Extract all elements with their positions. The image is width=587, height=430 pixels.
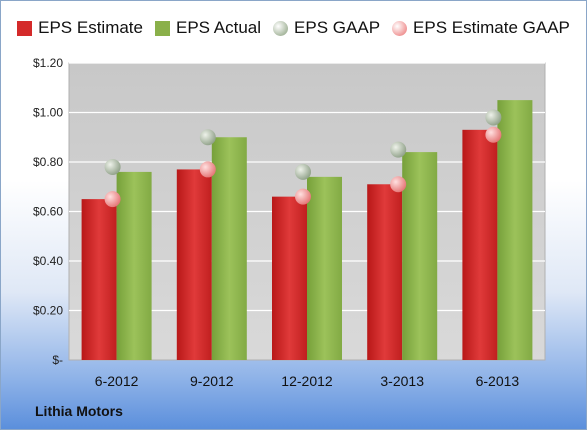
marker-eps-estimate-gaap — [485, 126, 502, 143]
bar-eps-estimate — [367, 184, 403, 360]
legend-swatch — [154, 20, 170, 36]
marker-eps-estimate-gaap — [390, 176, 407, 193]
y-tick-label: $0.60 — [33, 205, 63, 219]
y-tick-label: $1.20 — [33, 56, 63, 70]
bar-eps-estimate — [81, 199, 117, 360]
marker-eps-gaap — [199, 129, 216, 146]
x-tick-label: 6-2012 — [95, 373, 139, 389]
legend-swatch — [273, 20, 289, 36]
bar-eps-estimate — [176, 169, 212, 360]
legend-swatch — [392, 20, 408, 36]
legend-label: EPS Actual — [175, 18, 262, 37]
x-tick-label: 9-2012 — [190, 373, 234, 389]
marker-eps-estimate-gaap — [104, 191, 121, 208]
legend-item: EPS GAAP — [273, 18, 380, 38]
legend-item: EPS Estimate GAAP — [392, 18, 570, 38]
legend: EPS Estimate EPS Actual EPS GAAP EPS Estima… — [1, 15, 586, 41]
bar-eps-actual — [307, 176, 342, 360]
x-tick-label: 3-2013 — [380, 373, 424, 389]
bar-eps-actual — [402, 152, 438, 360]
marker-eps-gaap — [295, 163, 311, 180]
company-name: Lithia Motors — [35, 403, 123, 419]
bar-eps-actual — [116, 171, 152, 360]
legend-label: EPS Estimate GAAP — [413, 18, 570, 37]
y-tick-label: $1.00 — [33, 106, 63, 120]
y-tick-label: $- — [52, 353, 63, 367]
marker-eps-estimate-gaap — [295, 188, 311, 205]
y-tick-label: $0.80 — [33, 155, 63, 169]
legend-item: EPS Estimate — [17, 18, 143, 38]
legend-label: EPS GAAP — [294, 18, 381, 37]
legend-item: EPS Actual — [154, 18, 262, 38]
x-tick-label: 6-2013 — [476, 373, 520, 389]
bar-eps-actual — [497, 100, 533, 360]
bar-eps-estimate — [272, 196, 307, 360]
marker-eps-estimate-gaap — [199, 161, 216, 178]
y-tick-label: $0.20 — [33, 304, 63, 318]
bar-eps-actual — [211, 137, 247, 360]
marker-eps-gaap — [390, 141, 407, 158]
bar-eps-estimate — [462, 129, 498, 360]
y-tick-label: $0.40 — [33, 254, 63, 268]
marker-eps-gaap — [104, 158, 121, 175]
x-tick-label: 12-2012 — [281, 373, 333, 389]
legend-swatch — [17, 20, 33, 36]
legend-label: EPS Estimate — [38, 18, 143, 37]
marker-eps-gaap — [485, 109, 502, 126]
